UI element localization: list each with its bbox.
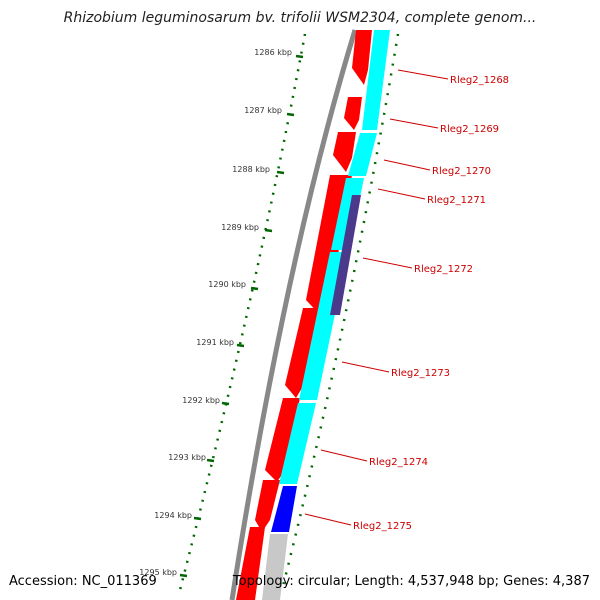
topology-text: Topology: circular; Length: 4,537,948 bp… <box>232 574 590 589</box>
gene-leader-line <box>383 159 431 171</box>
tick-mark <box>179 573 188 578</box>
gene-label: Rleg2_1269 <box>440 124 499 135</box>
gene-label: Rleg2_1275 <box>353 521 412 532</box>
tick-label: 1295 kbp <box>139 568 177 577</box>
gene-label: Rleg2_1274 <box>369 457 428 468</box>
tick-mark <box>193 516 202 521</box>
cds-arrow <box>255 480 280 532</box>
cds-track <box>236 30 372 600</box>
gene-leader-line <box>320 449 368 462</box>
feature-block <box>362 30 390 130</box>
tick-axis <box>178 33 307 591</box>
gene-label: Rleg2_1271 <box>427 195 486 206</box>
gene-label: Rleg2_1272 <box>414 264 473 275</box>
cds-arrow <box>285 308 320 398</box>
feature-highlight <box>271 486 297 532</box>
tick-mark <box>206 458 215 463</box>
gene-label: Rleg2_1273 <box>391 368 450 379</box>
gene-leader-line <box>304 513 352 526</box>
backbone-line <box>229 29 358 600</box>
feature-block <box>348 133 377 176</box>
cds-arrow <box>333 132 356 172</box>
tick-label: 1288 kbp <box>232 165 270 174</box>
tick-axis-inner <box>280 33 400 591</box>
feature-track <box>262 30 390 600</box>
tick-mark <box>276 170 285 175</box>
tick-mark <box>250 286 259 291</box>
accession-text: Accession: NC_011369 <box>9 574 157 589</box>
tick-label: 1291 kbp <box>196 338 234 347</box>
gene-leader-line <box>389 118 439 129</box>
gene-leader-line <box>377 188 426 200</box>
tick-label: 1287 kbp <box>244 106 282 115</box>
gene-label: Rleg2_1270 <box>432 166 491 177</box>
tick-mark <box>286 112 295 117</box>
tick-label: 1294 kbp <box>154 511 192 520</box>
feature-block-grey <box>262 534 288 600</box>
gene-label: Rleg2_1268 <box>450 75 509 86</box>
tick-label: 1286 kbp <box>254 48 292 57</box>
tick-mark <box>236 343 245 348</box>
tick-mark <box>221 401 230 406</box>
tick-mark <box>264 228 273 233</box>
tick-label: 1292 kbp <box>182 396 220 405</box>
feature-highlight <box>330 195 361 315</box>
tick-mark <box>295 54 304 59</box>
cds-arrow <box>352 30 372 85</box>
map-title: Rhizobium leguminosarum bv. trifolii WSM… <box>63 10 537 26</box>
feature-block <box>279 403 316 484</box>
cds-arrow <box>344 97 362 130</box>
tick-label: 1290 kbp <box>208 280 246 289</box>
cds-arrow <box>236 527 265 600</box>
tick-label: 1289 kbp <box>221 223 259 232</box>
gene-leader-line <box>397 69 449 80</box>
gene-leader-line <box>362 257 413 269</box>
tick-marks <box>179 54 304 578</box>
gene-leader-line <box>341 361 390 373</box>
cds-arrow <box>265 398 300 482</box>
tick-label: 1293 kbp <box>168 453 206 462</box>
